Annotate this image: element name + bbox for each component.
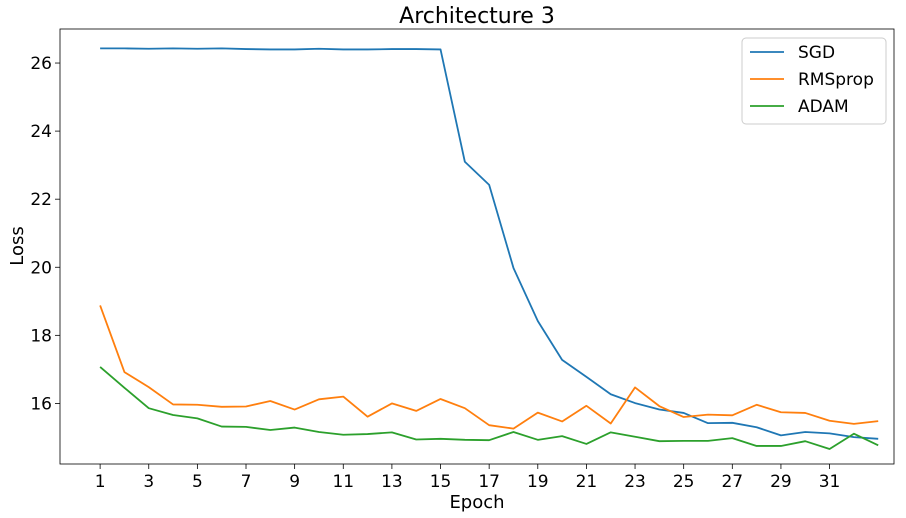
- y-tick-label: 18: [30, 326, 52, 346]
- x-axis: 1 3 5 7 9 11 13 15 17 19 21 23 25 27 29 31: [95, 464, 841, 492]
- legend: SGD RMSprop ADAM: [741, 37, 887, 125]
- legend-label-rmsprop: RMSprop: [798, 70, 874, 90]
- series-line-adam: [99, 366, 879, 450]
- y-tick-label: 22: [30, 190, 52, 210]
- legend-label-sgd: SGD: [798, 43, 835, 63]
- x-tick-label: 31: [819, 472, 841, 492]
- x-tick-label: 17: [478, 472, 500, 492]
- y-tick-label: 24: [30, 122, 52, 142]
- x-tick-label: 15: [430, 472, 452, 492]
- y-axis: 16 18 20 22 24 26: [30, 54, 60, 414]
- x-tick-label: 29: [770, 472, 792, 492]
- x-tick-label: 25: [673, 472, 695, 492]
- x-tick-label: 1: [95, 472, 106, 492]
- series-line-sgd: [100, 47, 879, 440]
- x-tick-label: 3: [143, 472, 154, 492]
- x-axis-label: Epoch: [449, 492, 504, 513]
- plot-frame: [59, 28, 895, 465]
- x-tick-label: 23: [624, 472, 646, 492]
- y-tick-label: 26: [30, 54, 52, 74]
- legend-box: [741, 37, 887, 125]
- y-axis-label: Loss: [7, 226, 28, 265]
- legend-label-adam: ADAM: [798, 97, 849, 117]
- series-line-rmsprop: [99, 305, 879, 430]
- x-tick-label: 11: [332, 472, 354, 492]
- x-tick-label: 13: [381, 472, 403, 492]
- y-tick-label: 20: [30, 258, 52, 278]
- x-tick-label: 7: [241, 472, 252, 492]
- y-tick-label: 16: [30, 394, 52, 414]
- chart-title: Architecture 3: [399, 4, 555, 29]
- x-tick-label: 5: [192, 472, 203, 492]
- x-tick-label: 21: [576, 472, 598, 492]
- series-lines: [99, 47, 879, 450]
- x-tick-label: 19: [527, 472, 549, 492]
- x-tick-label: 27: [721, 472, 743, 492]
- x-tick-label: 9: [289, 472, 300, 492]
